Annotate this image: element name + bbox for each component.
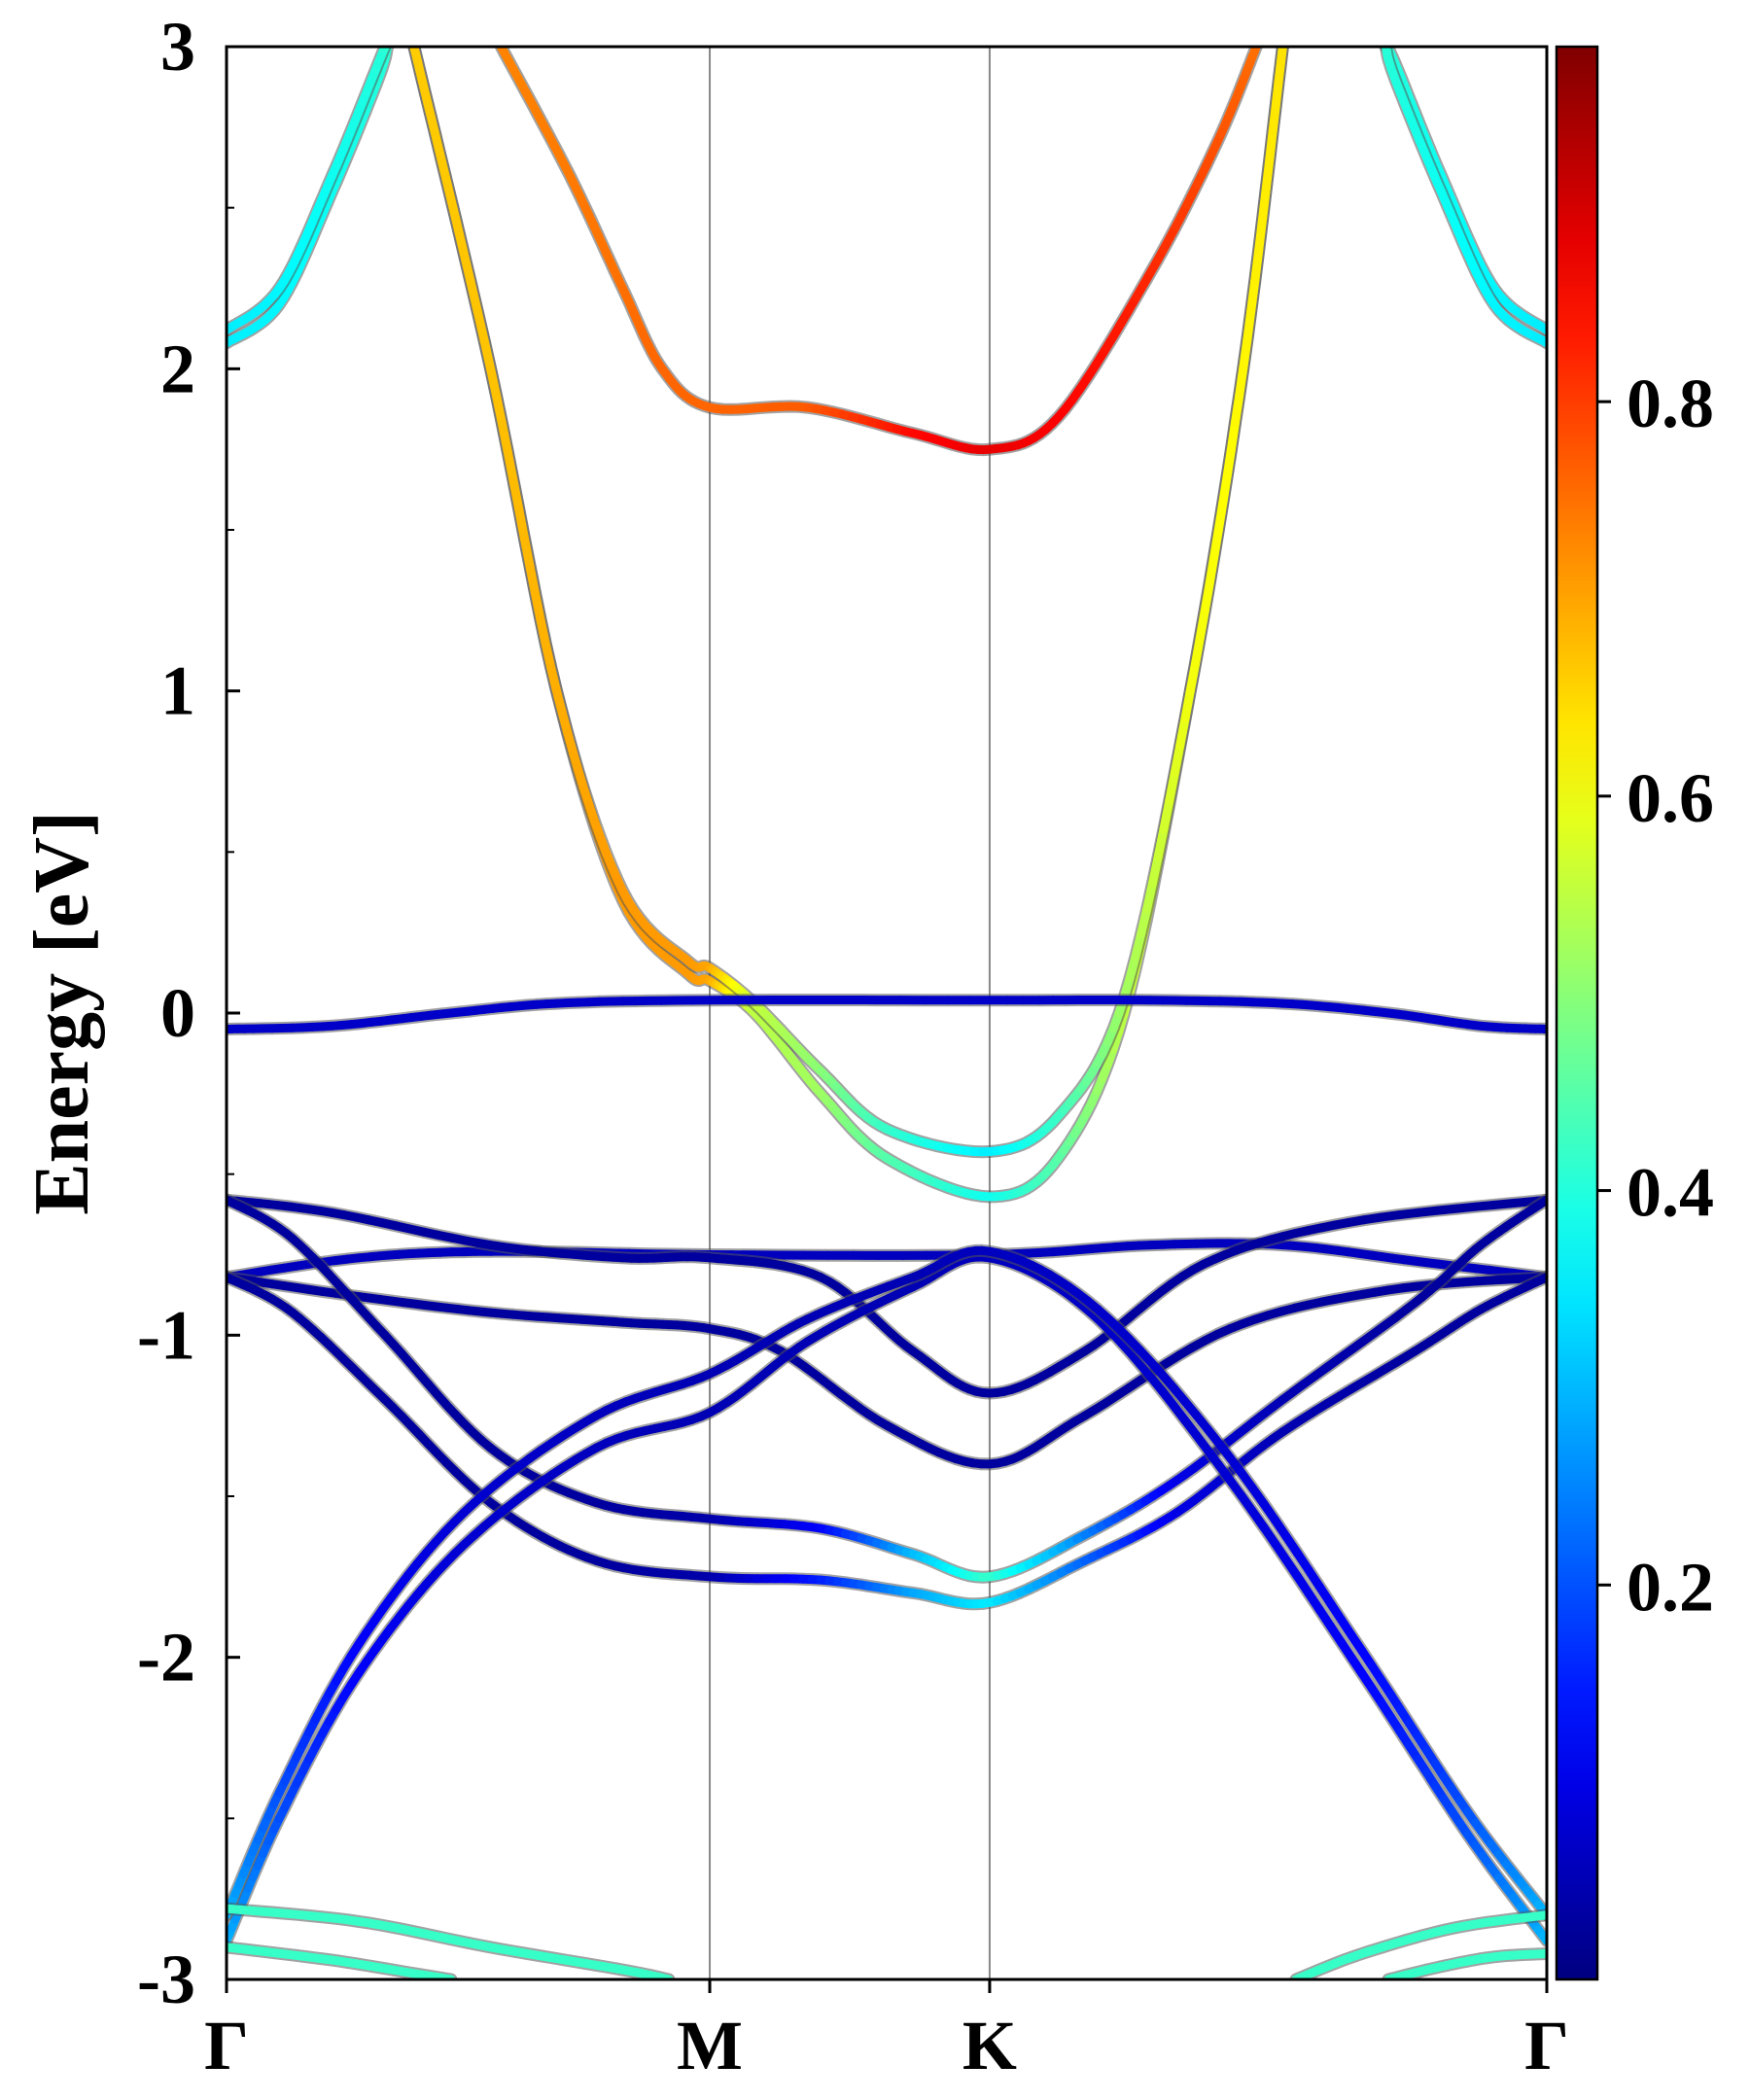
band-14 — [227, 1250, 1547, 1947]
colorbar-tick-label: 0.2 — [1627, 1548, 1714, 1626]
colorbar: 0.2 0.4 0.6 0.8 — [1555, 45, 1714, 1981]
colorbar-frame — [1555, 45, 1599, 1981]
colorbar-tick-label: 0.4 — [1627, 1154, 1714, 1232]
y-tick-label: -2 — [137, 1619, 195, 1697]
y-tick-label: 0 — [160, 974, 195, 1052]
colorbar-tick-label: 0.6 — [1627, 759, 1714, 837]
band-7 — [1379, 47, 1547, 350]
y-tick-label: -1 — [137, 1296, 195, 1374]
y-axis-ticks: 3 2 1 0 -1 -2 -3 — [137, 8, 240, 2018]
y-tick-label: 3 — [160, 8, 195, 86]
colorbar-tick-label: 0.8 — [1627, 365, 1714, 442]
x-tick-label: Γ — [1524, 2007, 1569, 2084]
x-tick-label: Γ — [204, 2007, 249, 2084]
band-8 — [227, 994, 1547, 1036]
y-tick-label: 1 — [160, 652, 195, 730]
colorbar-ticks: 0.2 0.4 0.6 0.8 — [1597, 365, 1714, 1626]
band-11 — [227, 1271, 1547, 1471]
band-12 — [227, 1193, 1547, 1584]
x-tick-label: K — [962, 2007, 1017, 2084]
y-tick-label: -3 — [137, 1941, 195, 2018]
y-tick-label: 2 — [160, 330, 195, 407]
band-15 — [227, 1243, 1547, 1922]
band-3 — [407, 47, 1289, 1159]
k-point-separators — [709, 47, 991, 1979]
band-5 — [227, 47, 392, 337]
y-axis-title: Energy [eV] — [19, 811, 105, 1214]
colorbar-gradient — [1557, 47, 1597, 1979]
x-tick-label: M — [677, 2007, 743, 2084]
band-16 — [227, 1902, 676, 1979]
band-18 — [1289, 1908, 1547, 1979]
